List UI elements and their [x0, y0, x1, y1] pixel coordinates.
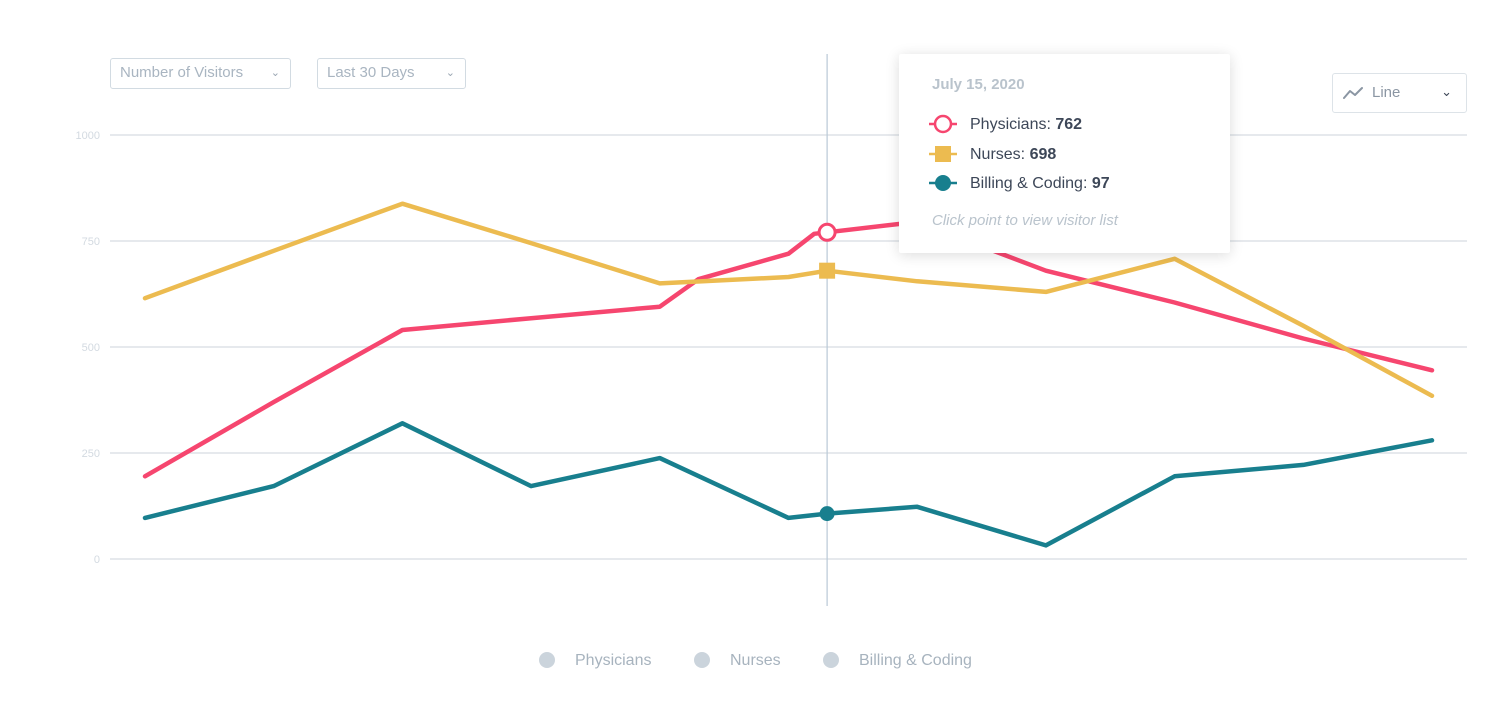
highlight-point-billing: [819, 506, 835, 522]
legend-dot-icon: [694, 652, 710, 668]
line-chart-icon: [1343, 87, 1363, 99]
y-tick-label: 1000: [76, 130, 100, 142]
y-tick-label: 250: [82, 448, 100, 460]
highlight-point-physicians: [817, 222, 837, 242]
legend-dot-icon: [539, 652, 555, 668]
tooltip-value: 698: [1029, 146, 1057, 163]
tooltip-value: 97: [1091, 175, 1110, 192]
legend-label: Billing & Coding: [859, 652, 972, 669]
legend-label: Nurses: [730, 652, 781, 669]
date-range-select[interactable]: Last 30 Days ⌄: [317, 58, 466, 89]
legend-dot-icon: [823, 652, 839, 668]
series-line-physicians: [142, 219, 1435, 479]
data-tooltip: July 15, 2020 Physicians: 762 Nurses: 69…: [899, 54, 1230, 253]
tooltip-value: 762: [1055, 116, 1083, 133]
filled-circle-marker-icon: [929, 175, 957, 191]
chart-type-label: Line: [1372, 84, 1401, 101]
series-line-billing-coding: [142, 421, 1435, 548]
hollow-circle-marker-icon: [929, 114, 957, 134]
legend-label: Physicians: [575, 652, 652, 669]
chevron-down-icon: ⌄: [445, 67, 455, 79]
y-tick-label: 750: [82, 236, 100, 248]
chevron-down-icon: ⌄: [270, 67, 280, 79]
highlight-point-nurses: [819, 262, 836, 279]
square-marker-icon: [929, 146, 957, 162]
tooltip-hint: Click point to view visitor list: [932, 212, 1118, 229]
chevron-down-icon: ⌄: [1441, 84, 1452, 99]
tooltip-label: Nurses:: [970, 146, 1026, 163]
tooltip-date: July 15, 2020: [932, 76, 1025, 93]
date-range-label: Last 30 Days: [327, 64, 415, 81]
y-tick-label: 500: [82, 342, 100, 354]
y-tick-label: 0: [94, 554, 100, 566]
metric-select-label: Number of Visitors: [120, 64, 244, 81]
metric-select[interactable]: Number of Visitors ⌄: [110, 58, 291, 89]
tooltip-label: Billing & Coding:: [970, 175, 1088, 192]
series-line-nurses: [142, 201, 1435, 399]
chart-type-select[interactable]: Line ⌄: [1332, 73, 1467, 113]
tooltip-label: Physicians:: [970, 116, 1051, 133]
